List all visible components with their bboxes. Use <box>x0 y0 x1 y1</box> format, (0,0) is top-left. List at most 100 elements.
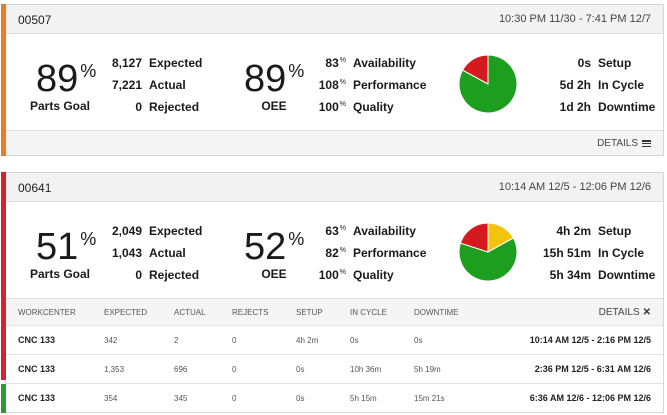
job-card-00507: 00507 10:30 PM 11/30 - 7:41 PM 12/7 89% … <box>1 4 664 156</box>
row-expected: 1,353 <box>92 354 162 384</box>
oee-value: 52% <box>244 226 305 268</box>
rejected-value: 0 <box>135 268 142 282</box>
row-rejects: 0 <box>220 354 284 384</box>
card-header: 00641 10:14 AM 12/5 - 12:06 PM 12/6 <box>6 173 663 202</box>
row-time-range: 10:14 AM 12/5 - 2:16 PM 12/5 <box>466 325 663 355</box>
col-expected: EXPECTED <box>92 298 162 326</box>
row-workcenter: CNC 133 <box>6 354 92 384</box>
details-label: DETAILS <box>597 138 638 149</box>
in-cycle-value: 5d 2h <box>559 78 591 92</box>
row-in-cycle: 5h 15m <box>338 383 402 413</box>
col-rejects: REJECTS <box>220 298 284 326</box>
actual-label: Actual <box>149 246 186 260</box>
row-time-range: 6:36 AM 12/6 - 12:06 PM 12/6 <box>466 383 663 413</box>
col-downtime: DOWNTIME <box>402 298 466 326</box>
setup-label: Setup <box>598 56 632 70</box>
actual-value: 1,043 <box>111 246 142 260</box>
quality-label: Quality <box>353 268 394 282</box>
availability-label: Availability <box>353 56 416 70</box>
oee-pie-chart <box>458 54 518 114</box>
parts-goal-label: Parts Goal <box>29 267 91 281</box>
details-button[interactable]: DETAILS <box>597 138 651 149</box>
oee-pie-chart <box>458 222 518 282</box>
expected-value: 2,049 <box>111 224 142 238</box>
parts-goal-label: Parts Goal <box>29 99 91 113</box>
setup-value: 4h 2m <box>556 224 591 238</box>
col-actual: ACTUAL <box>162 298 220 326</box>
parts-goal-value: 89% <box>36 58 97 100</box>
metrics-panel: 51% Parts Goal 2,049 Expected 1,043 Actu… <box>6 202 663 298</box>
row-in-cycle: 0s <box>338 325 402 355</box>
performance-label: Performance <box>353 246 427 260</box>
table-row[interactable]: CNC 133 342 2 0 4h 2m 0s 0s 10:14 AM 12/… <box>6 325 663 355</box>
expected-label: Expected <box>149 56 203 70</box>
table-row[interactable]: CNC 133 1,353 696 0 0s 10h 36m 5h 19m 2:… <box>6 354 663 384</box>
oee-label: OEE <box>261 99 287 113</box>
col-setup: SETUP <box>284 298 338 326</box>
table-row[interactable]: CNC 133 354 345 0 0s 5h 15m 15m 21s 6:36… <box>1 383 663 413</box>
pie-slice-red <box>461 54 489 85</box>
row-downtime: 15m 21s <box>402 383 466 413</box>
row-time-range: 2:36 PM 12/5 - 6:31 AM 12/6 <box>466 354 663 384</box>
downtime-label: Downtime <box>598 100 656 114</box>
downtime-value: 5h 34m <box>549 268 591 282</box>
availability-value: 63% <box>325 224 346 238</box>
quality-value: 100% <box>318 100 346 114</box>
availability-label: Availability <box>353 224 416 238</box>
in-cycle-value: 15h 51m <box>542 246 591 260</box>
in-cycle-label: In Cycle <box>598 78 645 92</box>
row-setup: 0s <box>284 383 338 413</box>
expected-value: 8,127 <box>111 56 142 70</box>
row-setup: 4h 2m <box>284 325 338 355</box>
close-icon[interactable]: ✕ <box>642 306 651 318</box>
row-setup: 0s <box>284 354 338 384</box>
details-bar: DETAILS <box>6 130 663 155</box>
row-workcenter: CNC 133 <box>1 383 92 413</box>
actual-label: Actual <box>149 78 186 92</box>
performance-value: 82% <box>325 246 346 260</box>
rejected-label: Rejected <box>149 268 200 282</box>
status-accent-green <box>1 384 6 413</box>
row-rejects: 0 <box>220 383 284 413</box>
time-range: 10:30 PM 11/30 - 7:41 PM 12/7 <box>498 13 651 25</box>
performance-value: 108% <box>318 78 346 92</box>
metrics-panel: 89% Parts Goal 8,127 Expected 7,221 Actu… <box>6 34 663 130</box>
card-header: 00507 10:30 PM 11/30 - 7:41 PM 12/7 <box>6 5 663 34</box>
row-actual: 2 <box>162 325 220 355</box>
rejected-label: Rejected <box>149 100 200 114</box>
workcenter-table: WORKCENTER EXPECTED ACTUAL REJECTS SETUP… <box>1 298 663 413</box>
in-cycle-label: In Cycle <box>598 246 645 260</box>
details-toggle[interactable]: DETAILS ✕ <box>466 298 663 326</box>
row-actual: 345 <box>162 383 220 413</box>
expected-label: Expected <box>149 224 203 238</box>
time-range: 10:14 AM 12/5 - 12:06 PM 12/6 <box>498 181 651 193</box>
job-id: 00641 <box>18 181 52 195</box>
col-workcenter: WORKCENTER <box>6 298 92 326</box>
oee-label: OEE <box>261 267 287 281</box>
row-actual: 696 <box>162 354 220 384</box>
actual-value: 7,221 <box>111 78 142 92</box>
rejected-value: 0 <box>135 100 142 114</box>
setup-value: 0s <box>577 56 591 70</box>
menu-icon <box>642 140 651 147</box>
downtime-value: 1d 2h <box>559 100 591 114</box>
parts-goal-value: 51% <box>36 226 97 268</box>
row-workcenter: CNC 133 <box>6 325 92 355</box>
job-card-00641: 00641 10:14 AM 12/5 - 12:06 PM 12/6 51% … <box>1 172 664 413</box>
details-label: DETAILS <box>598 306 640 318</box>
status-accent-orange <box>1 4 6 156</box>
quality-value: 100% <box>318 268 346 282</box>
availability-value: 83% <box>325 56 346 70</box>
row-downtime: 5h 19m <box>402 354 466 384</box>
row-expected: 342 <box>92 325 162 355</box>
table-header-row: WORKCENTER EXPECTED ACTUAL REJECTS SETUP… <box>6 298 663 326</box>
row-downtime: 0s <box>402 325 466 355</box>
performance-label: Performance <box>353 78 427 92</box>
row-expected: 354 <box>92 383 162 413</box>
row-rejects: 0 <box>220 325 284 355</box>
col-in-cycle: IN CYCLE <box>338 298 402 326</box>
row-in-cycle: 10h 36m <box>338 354 402 384</box>
pie-slice-green <box>458 237 518 282</box>
status-accent-red <box>1 172 6 380</box>
oee-value: 89% <box>244 58 305 100</box>
